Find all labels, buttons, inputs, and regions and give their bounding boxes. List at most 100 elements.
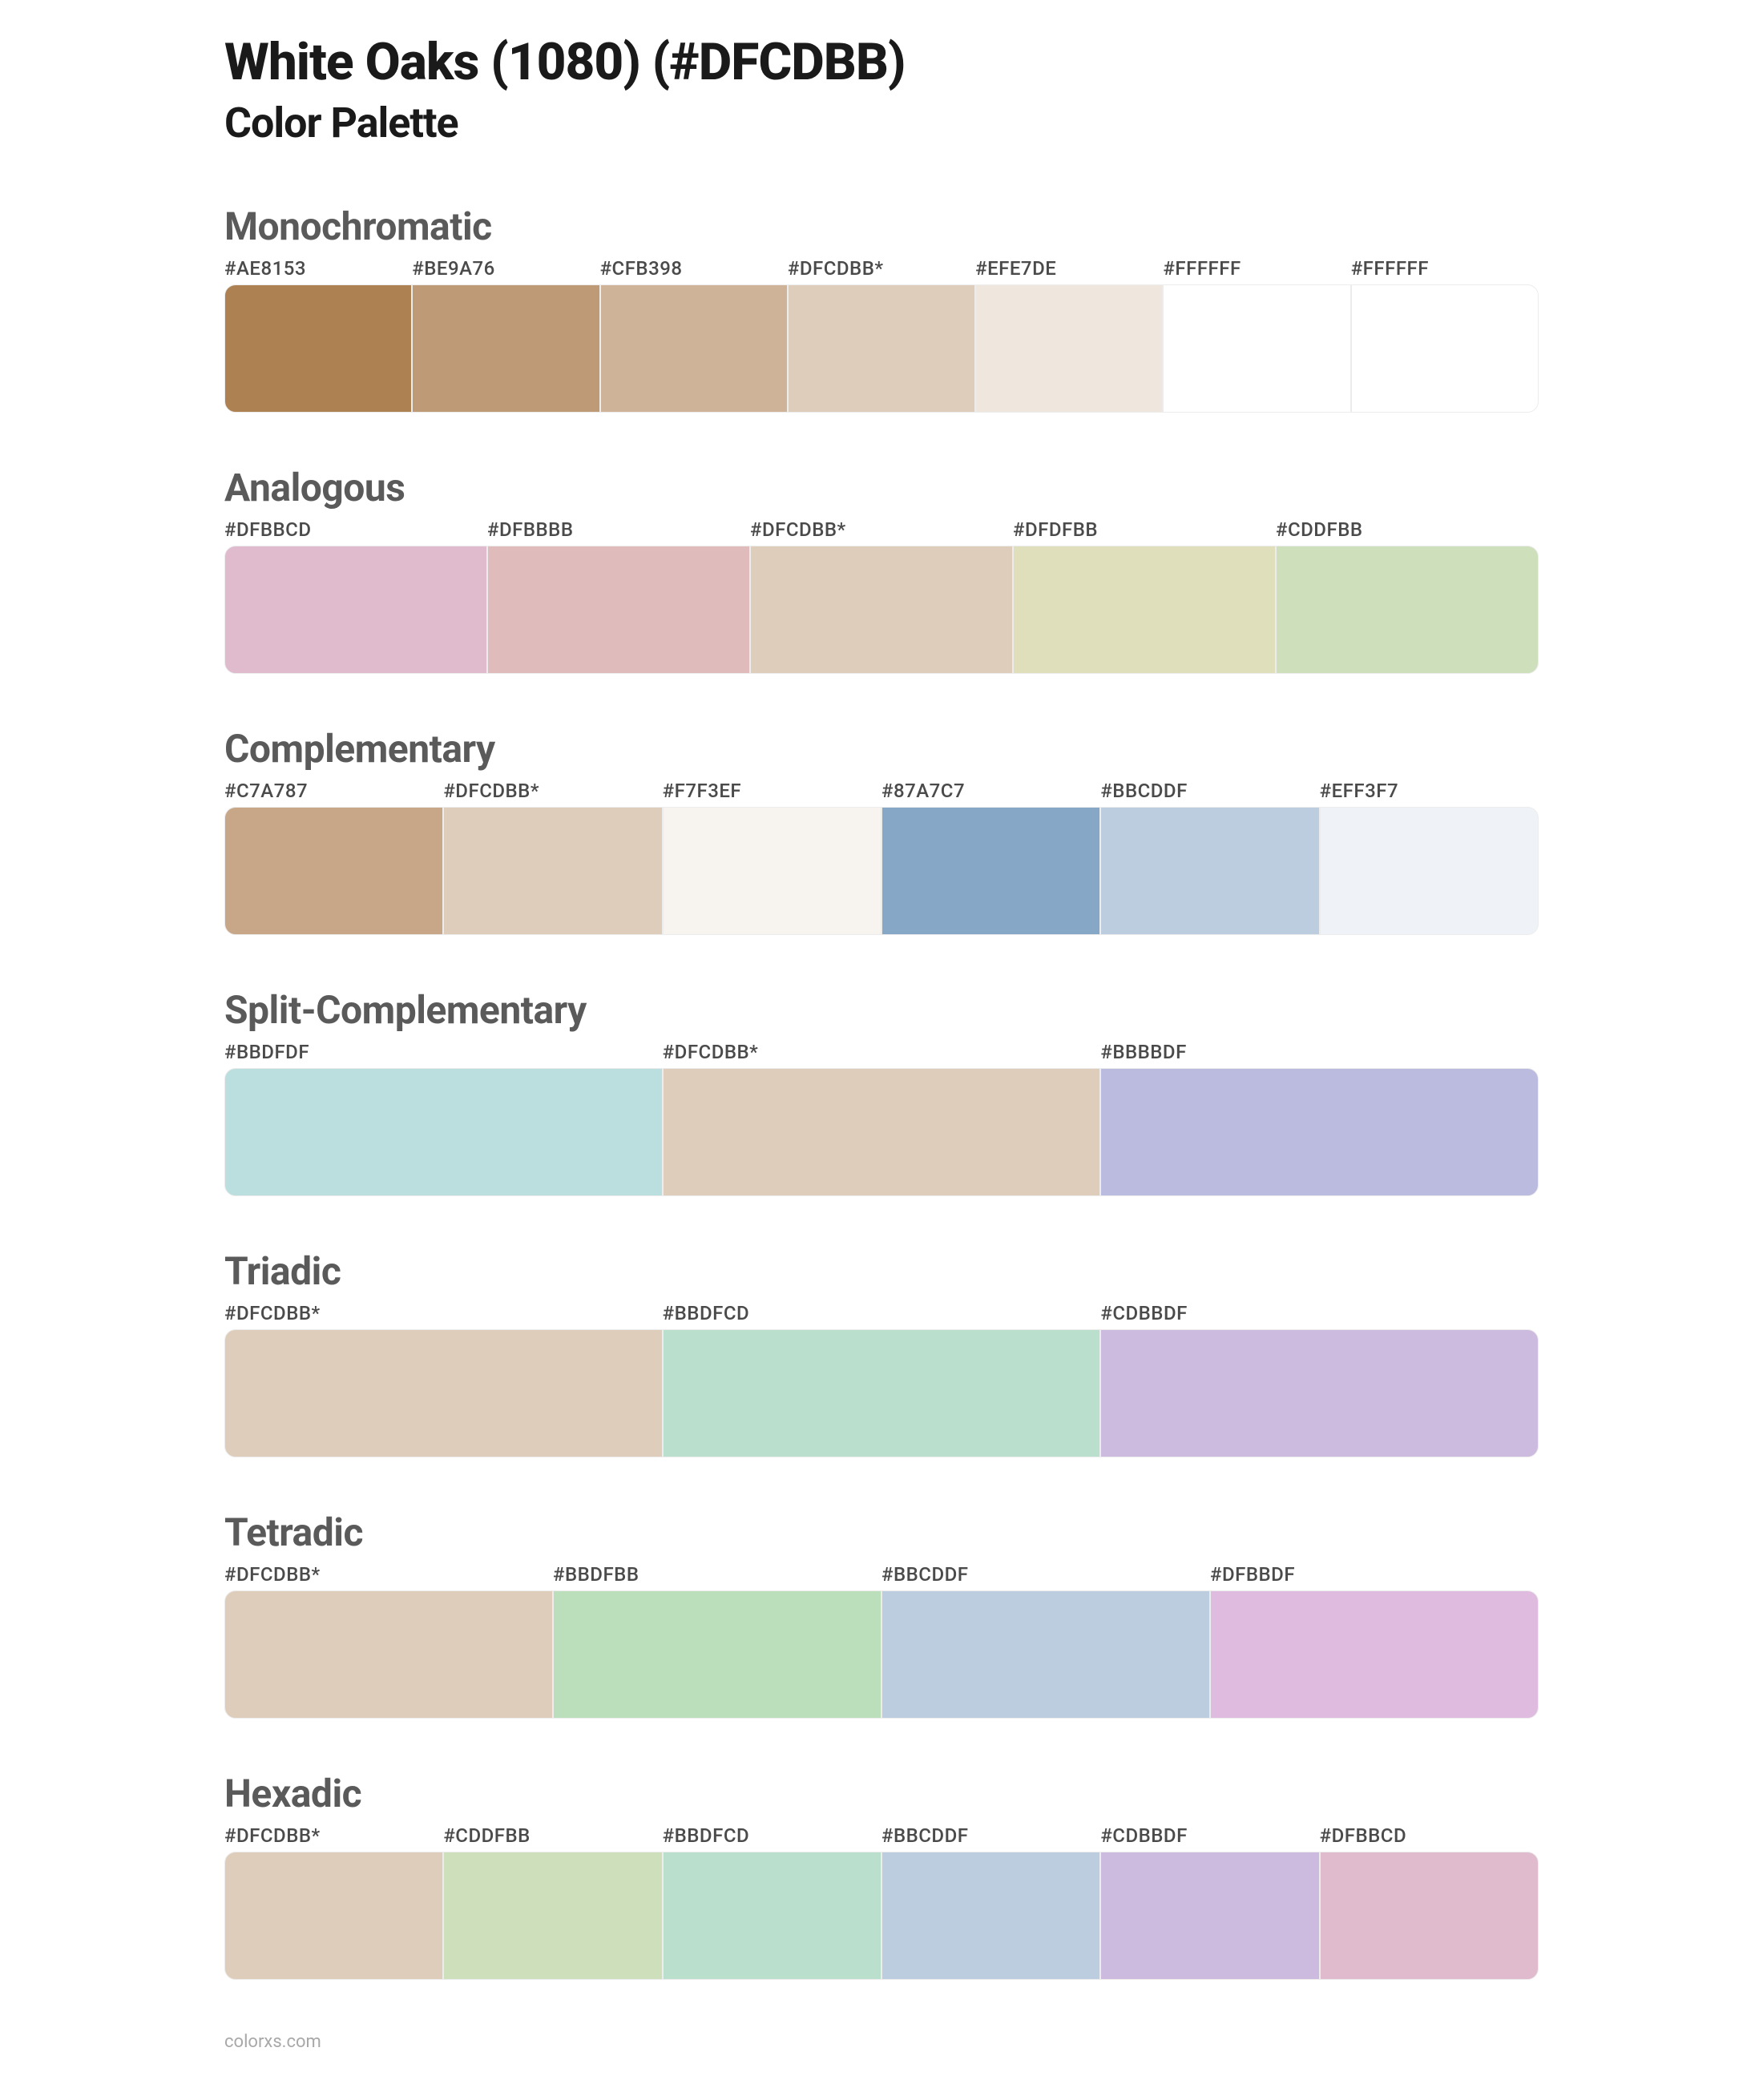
color-swatch[interactable] <box>663 1068 1101 1196</box>
swatch-column: #BBDFBB <box>553 1563 882 1719</box>
palette-section: Triadic #DFCDBB*#BBDFCD#CDBBDF <box>224 1248 1539 1457</box>
palette-section: Split-Complementary#BBDFDF#DFCDBB*#BBBBD… <box>224 987 1539 1196</box>
swatch-label: #DFCDBB* <box>750 518 1013 541</box>
swatch-column: #DFCDBB* <box>224 1824 443 1980</box>
color-swatch[interactable] <box>443 807 662 935</box>
color-swatch[interactable] <box>1276 546 1539 674</box>
swatch-label: #CDDFBB <box>1276 518 1539 541</box>
color-swatch[interactable] <box>224 1590 553 1719</box>
swatch-label: #FFFFFF <box>1351 257 1539 280</box>
color-swatch[interactable] <box>1210 1590 1539 1719</box>
color-swatch[interactable] <box>412 284 599 413</box>
color-swatch[interactable] <box>882 807 1100 935</box>
swatch-column: #C7A787 <box>224 780 443 935</box>
swatch-label: #BBCDDF <box>882 1563 1210 1586</box>
swatch-column: #BBCDDF <box>882 1563 1210 1719</box>
color-swatch[interactable] <box>1100 1852 1319 1980</box>
color-swatch[interactable] <box>553 1590 882 1719</box>
swatch-label: #DFBBCD <box>224 518 487 541</box>
swatch-label: #DFBBCD <box>1320 1824 1539 1847</box>
color-swatch[interactable] <box>663 1329 1101 1457</box>
palette-section: Tetradic #DFCDBB*#BBDFBB#BBCDDF#DFBBDF <box>224 1510 1539 1719</box>
color-swatch[interactable] <box>224 1068 663 1196</box>
swatch-column: #CDBBDF <box>1100 1302 1539 1457</box>
swatch-column: #BBDFCD <box>663 1302 1101 1457</box>
swatch-label: #BBCDDF <box>882 1824 1100 1847</box>
swatch-column: #BBDFDF <box>224 1041 663 1196</box>
palette-section: Monochromatic #AE8153#BE9A76#CFB398#DFCDB… <box>224 204 1539 413</box>
swatch-column: #DFDFBB <box>1013 518 1276 674</box>
swatch-label: #DFDFBB <box>1013 518 1276 541</box>
swatch-column: #CDDFBB <box>443 1824 662 1980</box>
swatch-label: #BBDFBB <box>553 1563 882 1586</box>
swatch-row: #AE8153#BE9A76#CFB398#DFCDBB*#EFE7DE#FFF… <box>224 257 1539 413</box>
swatch-label: #CFB398 <box>600 257 788 280</box>
section-title: Hexadic <box>224 1771 1539 1816</box>
swatch-label: #87A7C7 <box>882 780 1100 802</box>
color-swatch[interactable] <box>224 284 412 413</box>
color-swatch[interactable] <box>1320 1852 1539 1980</box>
swatch-label: #EFE7DE <box>975 257 1163 280</box>
swatch-label: #FFFFFF <box>1163 257 1350 280</box>
color-swatch[interactable] <box>1351 284 1539 413</box>
color-swatch[interactable] <box>1100 807 1319 935</box>
section-title: Tetradic <box>224 1510 1539 1555</box>
swatch-label: #DFCDBB* <box>224 1824 443 1847</box>
color-swatch[interactable] <box>1320 807 1539 935</box>
swatch-label: #CDBBDF <box>1100 1302 1539 1324</box>
color-swatch[interactable] <box>1100 1329 1539 1457</box>
swatch-label: #C7A787 <box>224 780 443 802</box>
section-title: Monochromatic <box>224 204 1539 249</box>
color-swatch[interactable] <box>975 284 1163 413</box>
swatch-column: #EFF3F7 <box>1320 780 1539 935</box>
swatch-column: #DFCDBB* <box>663 1041 1101 1196</box>
color-swatch[interactable] <box>1163 284 1350 413</box>
swatch-label: #BE9A76 <box>412 257 599 280</box>
swatch-label: #AE8153 <box>224 257 412 280</box>
color-swatch[interactable] <box>443 1852 662 1980</box>
color-swatch[interactable] <box>750 546 1013 674</box>
swatch-column: #FFFFFF <box>1351 257 1539 413</box>
color-swatch[interactable] <box>663 1852 882 1980</box>
swatch-column: #EFE7DE <box>975 257 1163 413</box>
color-swatch[interactable] <box>1100 1068 1539 1196</box>
color-swatch[interactable] <box>882 1590 1210 1719</box>
color-swatch[interactable] <box>224 1852 443 1980</box>
swatch-column: #CFB398 <box>600 257 788 413</box>
palette-section: Hexadic #DFCDBB*#CDDFBB#BBDFCD#BBCDDF#CDB… <box>224 1771 1539 1980</box>
swatch-column: #BBBBDF <box>1100 1041 1539 1196</box>
swatch-label: #DFCDBB* <box>224 1302 663 1324</box>
color-swatch[interactable] <box>224 807 443 935</box>
swatch-label: #F7F3EF <box>663 780 882 802</box>
color-swatch[interactable] <box>882 1852 1100 1980</box>
swatch-label: #DFCDBB* <box>224 1563 553 1586</box>
color-swatch[interactable] <box>1013 546 1276 674</box>
swatch-label: #BBCDDF <box>1100 780 1319 802</box>
swatch-label: #EFF3F7 <box>1320 780 1539 802</box>
color-swatch[interactable] <box>600 284 788 413</box>
swatch-row: #DFCDBB*#BBDFCD#CDBBDF <box>224 1302 1539 1457</box>
section-title: Triadic <box>224 1248 1539 1294</box>
color-swatch[interactable] <box>663 807 882 935</box>
palette-section: Complementary#C7A787#DFCDBB*#F7F3EF#87A7… <box>224 726 1539 935</box>
swatch-label: #BBBBDF <box>1100 1041 1539 1063</box>
color-swatch[interactable] <box>788 284 975 413</box>
swatch-row: #BBDFDF#DFCDBB*#BBBBDF <box>224 1041 1539 1196</box>
swatch-column: #CDBBDF <box>1100 1824 1319 1980</box>
swatch-column: #AE8153 <box>224 257 412 413</box>
swatch-label: #BBDFCD <box>663 1824 882 1847</box>
swatch-column: #DFCDBB* <box>224 1302 663 1457</box>
swatch-column: #DFCDBB* <box>788 257 975 413</box>
footer-credit: colorxs.com <box>224 2032 1539 2052</box>
swatch-column: #BBDFCD <box>663 1824 882 1980</box>
swatch-column: #DFCDBB* <box>443 780 662 935</box>
swatch-column: #F7F3EF <box>663 780 882 935</box>
swatch-label: #CDDFBB <box>443 1824 662 1847</box>
section-title: Analogous <box>224 465 1539 510</box>
color-swatch[interactable] <box>224 546 487 674</box>
page-title: White Oaks (1080) (#DFCDBB) <box>224 32 1539 92</box>
palette-section: Analogous#DFBBCD#DFBBBB#DFCDBB*#DFDFBB#C… <box>224 465 1539 674</box>
color-swatch[interactable] <box>487 546 750 674</box>
color-swatch[interactable] <box>224 1329 663 1457</box>
swatch-label: #DFBBDF <box>1210 1563 1539 1586</box>
